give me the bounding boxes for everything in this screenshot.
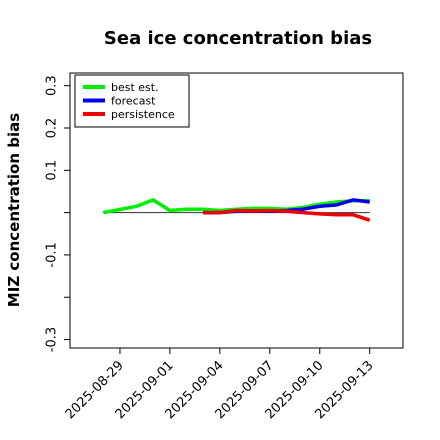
plot-frame <box>69 72 404 349</box>
legend-box <box>74 74 190 128</box>
legend-label: best est. <box>111 81 159 94</box>
y-tick-label: 0.1 <box>45 160 60 181</box>
y-tick-label: 0.3 <box>45 75 60 96</box>
legend-label: forecast <box>111 95 156 108</box>
y-axis-label: MIZ concentration bias <box>5 113 23 307</box>
series-line-best-est <box>102 198 370 215</box>
y-tick-label: -0.1 <box>45 242 60 267</box>
legend-label: persistence <box>111 108 175 121</box>
y-tick-label: -0.3 <box>45 327 60 352</box>
plot-area: -0.3-0.10.10.20.32025-08-292025-09-01202… <box>45 72 404 422</box>
y-tick-label: 0.2 <box>45 118 60 139</box>
series-line-persistence <box>203 208 371 222</box>
chart-title: Sea ice concentration bias <box>104 28 372 49</box>
